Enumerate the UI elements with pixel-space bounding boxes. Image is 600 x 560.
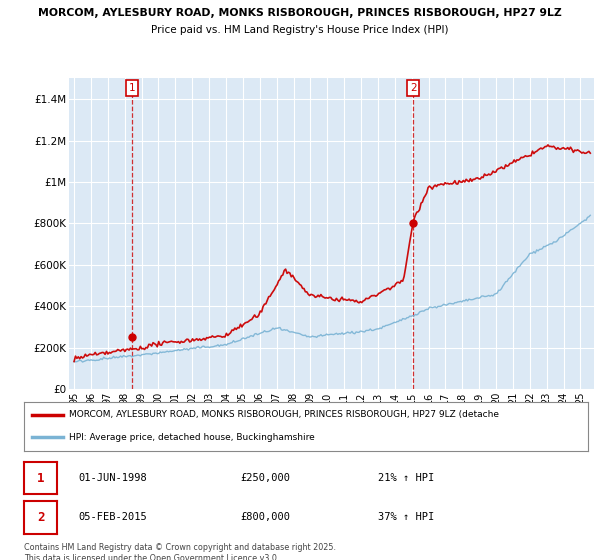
- Text: £800,000: £800,000: [240, 512, 290, 522]
- Text: 01-JUN-1998: 01-JUN-1998: [78, 473, 147, 483]
- Text: Price paid vs. HM Land Registry's House Price Index (HPI): Price paid vs. HM Land Registry's House …: [151, 25, 449, 35]
- Text: 1: 1: [37, 472, 44, 485]
- Text: HPI: Average price, detached house, Buckinghamshire: HPI: Average price, detached house, Buck…: [69, 433, 315, 442]
- Text: 21% ↑ HPI: 21% ↑ HPI: [378, 473, 434, 483]
- Text: 2: 2: [37, 511, 44, 524]
- Text: MORCOM, AYLESBURY ROAD, MONKS RISBOROUGH, PRINCES RISBOROUGH, HP27 9LZ (detache: MORCOM, AYLESBURY ROAD, MONKS RISBOROUGH…: [69, 410, 499, 419]
- Text: 37% ↑ HPI: 37% ↑ HPI: [378, 512, 434, 522]
- Text: 2: 2: [410, 83, 416, 93]
- Text: 05-FEB-2015: 05-FEB-2015: [78, 512, 147, 522]
- Text: Contains HM Land Registry data © Crown copyright and database right 2025.
This d: Contains HM Land Registry data © Crown c…: [24, 543, 336, 560]
- Text: £250,000: £250,000: [240, 473, 290, 483]
- Text: MORCOM, AYLESBURY ROAD, MONKS RISBOROUGH, PRINCES RISBOROUGH, HP27 9LZ: MORCOM, AYLESBURY ROAD, MONKS RISBOROUGH…: [38, 8, 562, 18]
- Text: 1: 1: [128, 83, 135, 93]
